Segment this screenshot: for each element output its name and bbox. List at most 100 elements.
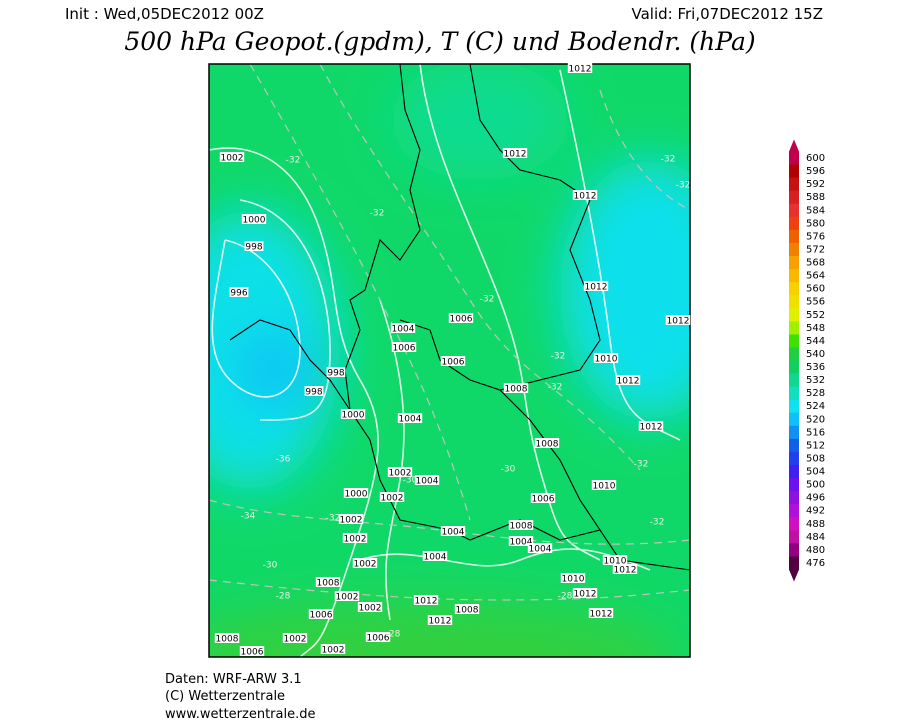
isobar-label-bg [413,595,439,605]
colorbar-label: 512 [806,440,825,451]
colorbar-swatch [789,373,799,388]
colorbar-swatch [789,465,799,479]
colorbar-swatch [789,269,799,283]
colorbar-swatch [789,543,799,557]
isobar-label-bg [440,526,466,536]
colorbar-label: 508 [806,453,825,464]
isobar-label-bg [342,533,368,543]
temperature-label: -32 [676,181,691,191]
colorbar-label: 532 [806,375,825,386]
colorbar-swatch [789,255,799,270]
isobar-label: 1006 [393,344,416,354]
temperature-label: -32 [650,518,665,528]
colorbar-swatch [789,177,799,192]
isobar-label: 1008 [456,606,479,616]
colorbar-swatch [789,386,799,401]
colorbar-label: 576 [806,231,825,242]
isobar-label: 1012 [617,377,640,387]
colorbar-label: 480 [806,545,825,556]
isobar-label-bg [390,323,416,333]
colorbar-swatch [789,308,799,322]
temperature-label: -36 [276,455,291,465]
isobar-label-bg [530,493,556,503]
isobar-label-bg [508,520,534,530]
colorbar-label: 552 [806,310,825,321]
isobar-label-bg [508,536,534,546]
isobar-label: 1012 [574,192,597,202]
isobar-label-bg [527,543,553,553]
colorbar-swatch [789,504,799,518]
colorbar-swatch [789,295,799,309]
isobar-label: 998 [245,243,262,253]
isobar-label-bg [379,492,405,502]
isobar-label-bg [591,480,617,490]
isobar-label: 1002 [389,469,412,479]
footer-line: (C) Wetterzentrale [165,689,285,704]
colorbar-swatch [789,229,799,244]
temperature-label: -30 [263,561,278,571]
temperature-label: -32 [286,156,301,166]
isobar-label-bg [638,421,664,431]
map-title: 500 hPa Geopot.(gpdm), T (C) und Bodendr… [124,27,755,56]
isobar-label: 1012 [614,566,637,576]
colorbar-swatch [789,164,799,179]
colorbar-swatch [789,399,799,414]
isobar-label-bg [612,564,638,574]
colorbar-swatch [789,347,799,361]
isobar-label-bg [414,475,440,485]
colorbar-label: 600 [806,153,825,164]
isobar-label: 1006 [532,495,555,505]
colorbar-swatch [789,556,799,571]
colorbar-swatch [789,478,799,492]
isobar-label: 1002 [359,604,382,614]
temperature-label: -30 [501,465,516,475]
isobar-label: 1008 [505,385,528,395]
temperature-label: -28 [386,630,401,640]
isobar-label-bg [343,488,369,498]
isobar-label-bg [665,315,691,325]
colorbar-swatch [789,216,799,231]
isobar-label-bg [219,152,245,162]
isobar-label: 1002 [284,635,307,645]
isobar-label-bg [387,467,413,477]
colorbar-label: 580 [806,218,825,229]
colorbar-label: 568 [806,258,825,269]
isobar-label: 1012 [429,617,452,627]
isobar-label-bg [282,633,308,643]
isobar-label: 1012 [640,423,663,433]
isobar-label: 1012 [585,283,608,293]
colorbar-swatch [789,151,799,166]
isobar-label: 998 [327,369,344,379]
isobar-label-bg [572,190,598,200]
isobar-label-bg [239,646,265,656]
isobar-label: 996 [230,289,247,299]
colorbar-swatch [789,360,799,375]
isobar-label-bg [338,514,364,524]
isobar-label-bg [593,353,619,363]
colorbar-label: 484 [806,532,825,543]
colorbar-label: 492 [806,506,825,517]
isobar-label-bg [244,241,264,251]
temperature-label: -32 [634,460,649,470]
isobar-label: 1006 [241,648,264,658]
footer-line: Daten: WRF-ARW 3.1 [165,672,302,687]
isobar-label: 1004 [424,553,447,563]
isobar-label-bg [583,281,609,291]
isobar-label-bg [334,591,360,601]
isobar-label: 1008 [510,522,533,532]
colorbar-label: 516 [806,427,825,438]
temperature-label: -32 [480,295,495,305]
isobar-label: 1004 [416,477,439,487]
isobar-label-bg [397,413,423,423]
colorbar-label: 488 [806,519,825,530]
isobar-label-bg [308,609,334,619]
isobar-label-bg [320,644,346,654]
colorbar-swatch [789,282,799,296]
colorbar-label: 476 [806,558,825,569]
isobar-label: 1000 [342,411,365,421]
isobar-label-bg [391,342,417,352]
colorbar-swatch [789,203,799,218]
isobar-label: 1010 [595,355,618,365]
colorbar-label: 588 [806,192,825,203]
